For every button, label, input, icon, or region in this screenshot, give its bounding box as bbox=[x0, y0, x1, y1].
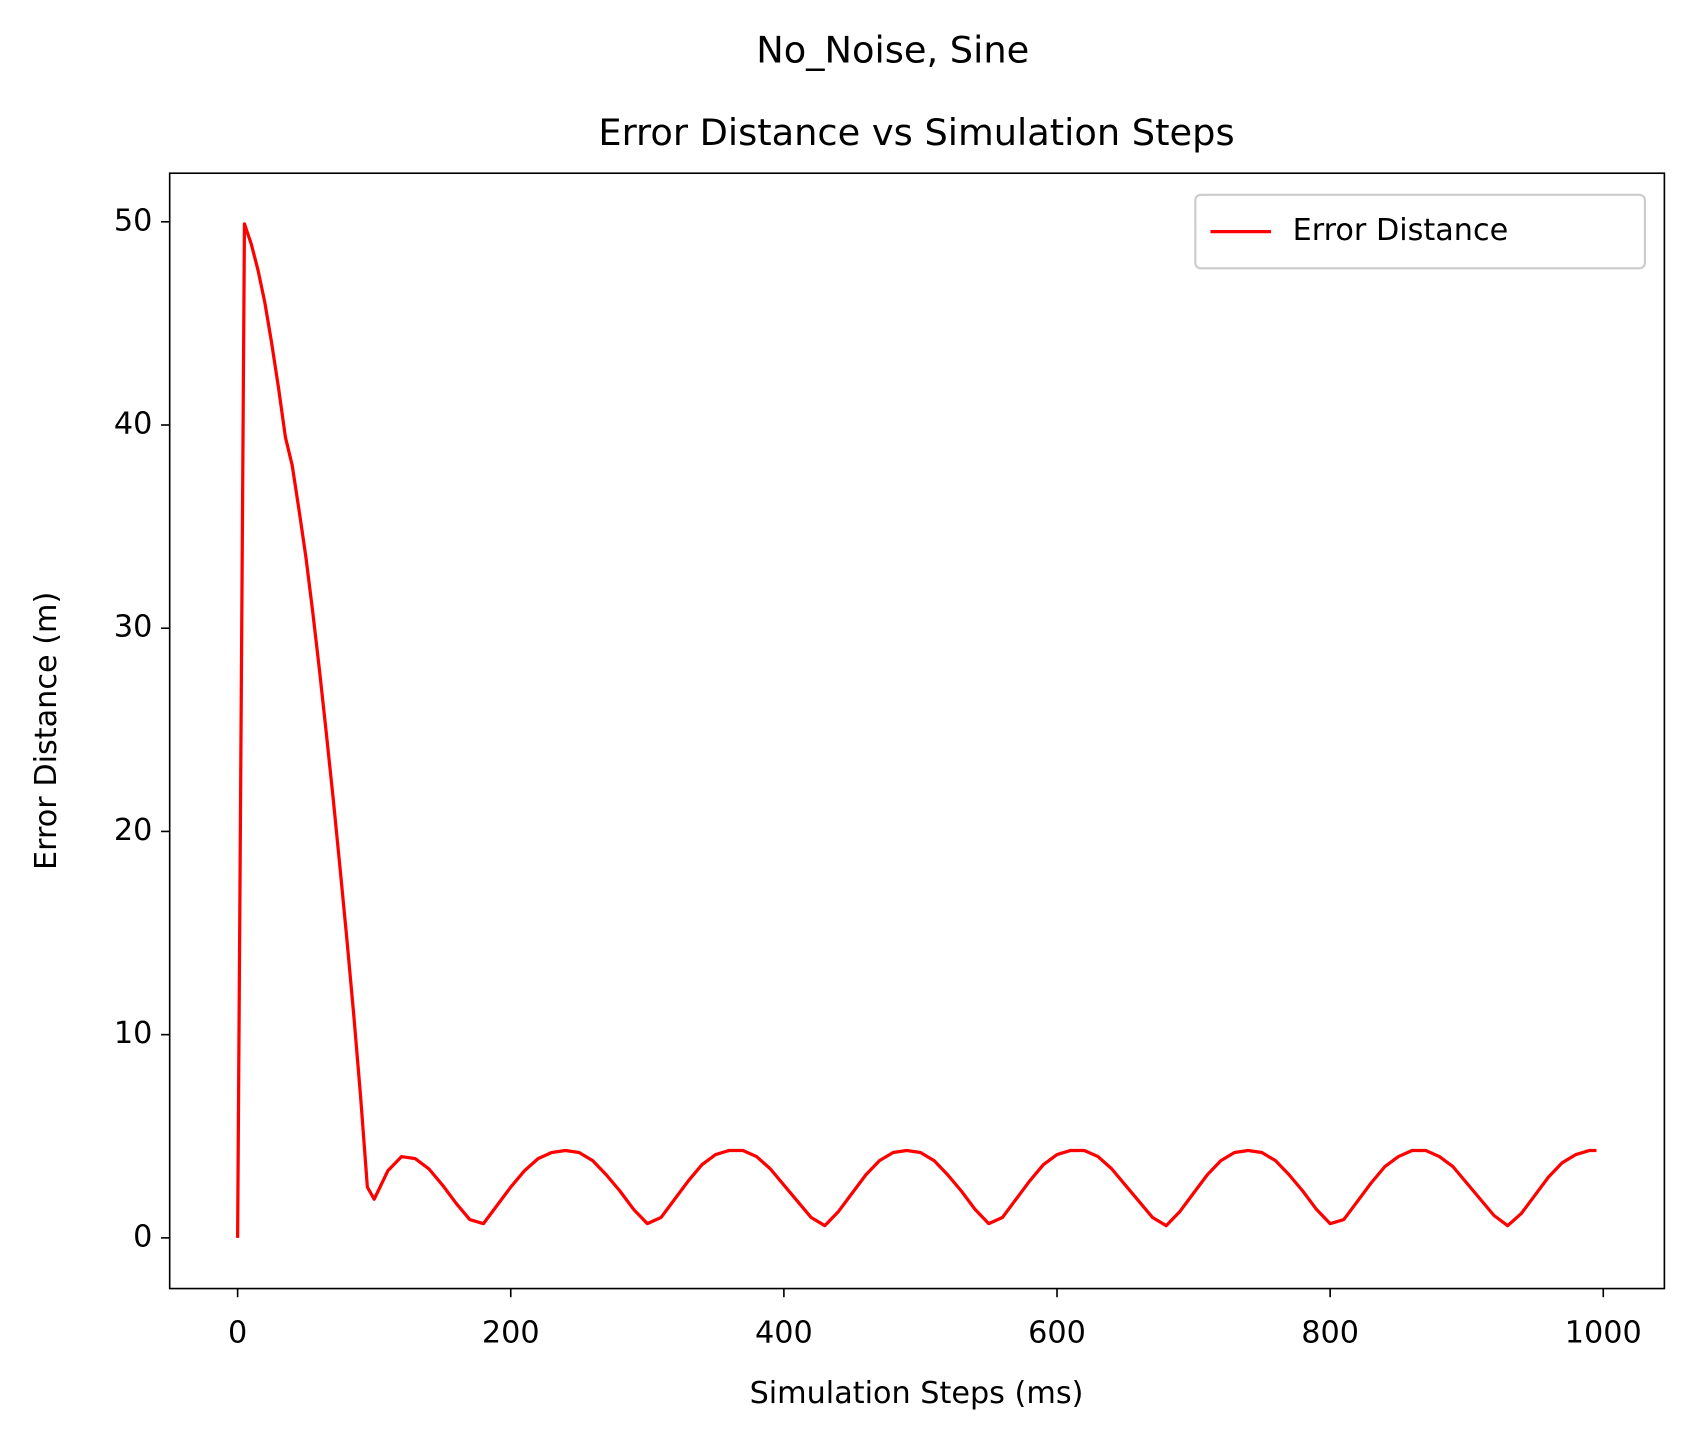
chart-title: Error Distance vs Simulation Steps bbox=[598, 111, 1234, 154]
y-axis-label: Error Distance (m) bbox=[29, 592, 64, 870]
y-tick-label: 20 bbox=[114, 813, 153, 848]
y-tick-label: 40 bbox=[114, 406, 153, 441]
x-tick-label: 1000 bbox=[1565, 1315, 1642, 1350]
x-tick-label: 600 bbox=[1028, 1315, 1086, 1350]
x-tick-label: 200 bbox=[482, 1315, 540, 1350]
legend-box bbox=[1194, 193, 1647, 270]
y-tick-label: 0 bbox=[133, 1219, 152, 1254]
axes-frame bbox=[168, 172, 1666, 1290]
x-tick-label: 400 bbox=[755, 1315, 813, 1350]
legend-label: Error Distance bbox=[1293, 213, 1509, 248]
x-tick-label: 0 bbox=[228, 1315, 247, 1350]
x-axis-label: Simulation Steps (ms) bbox=[750, 1376, 1084, 1411]
y-tick-label: 50 bbox=[114, 203, 153, 238]
y-tick-label: 10 bbox=[114, 1016, 153, 1051]
y-tick-label: 30 bbox=[114, 610, 153, 645]
data-line bbox=[236, 222, 1597, 1238]
suptitle: No_Noise, Sine bbox=[756, 29, 1029, 72]
x-tick-label: 800 bbox=[1301, 1315, 1359, 1350]
